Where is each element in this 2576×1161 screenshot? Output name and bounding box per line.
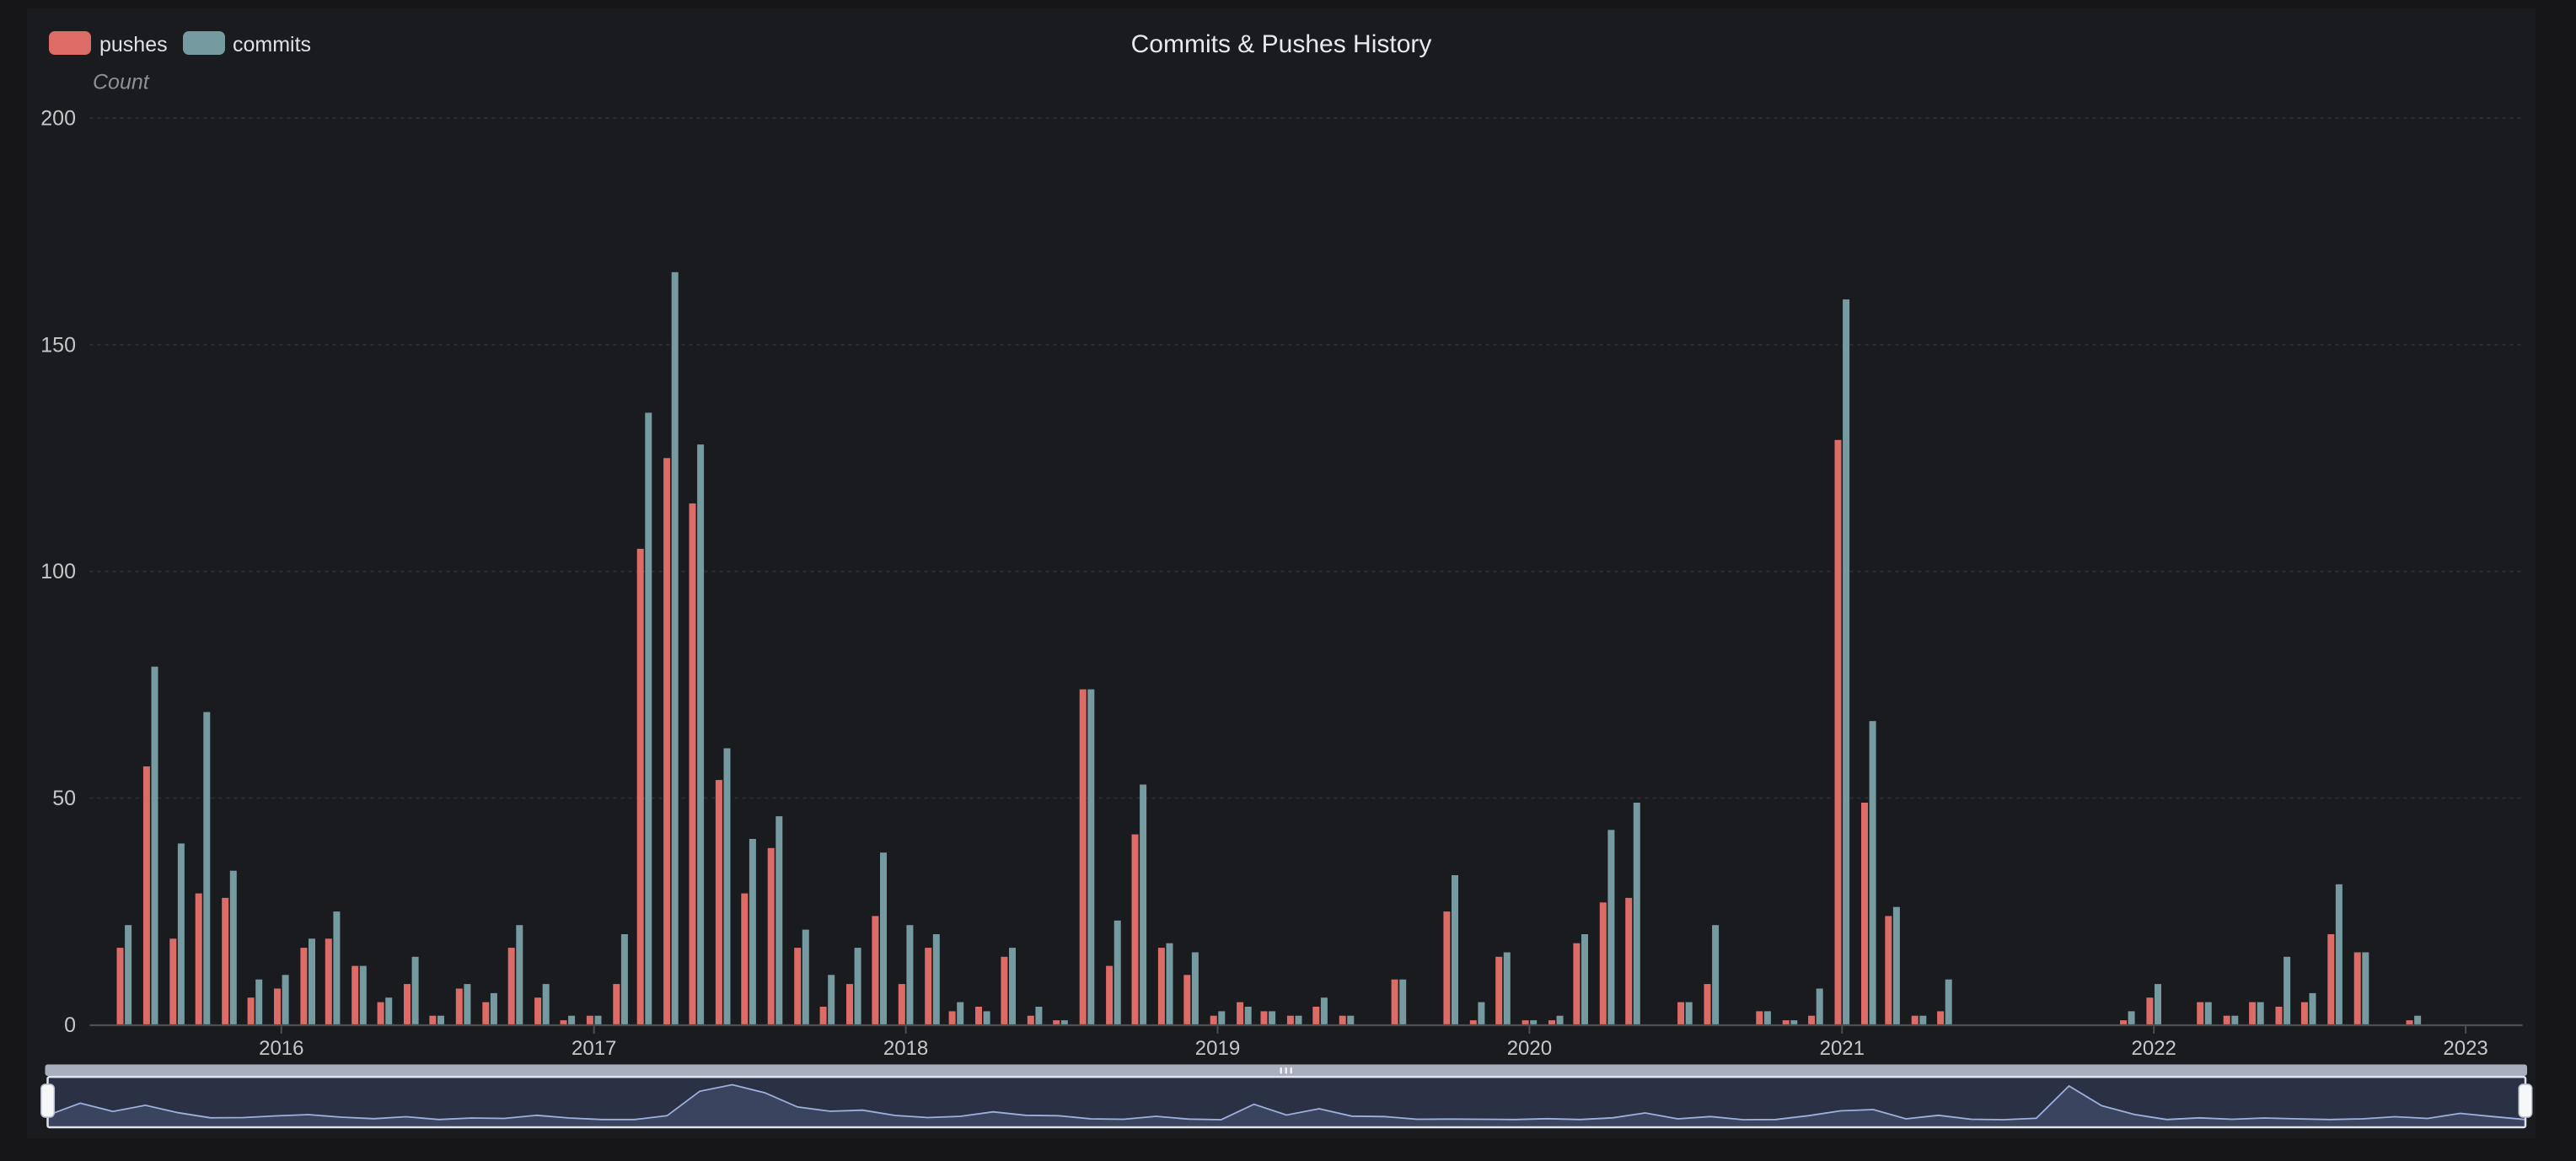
svg-text:0: 0 (64, 1013, 76, 1037)
svg-text:50: 50 (52, 787, 76, 810)
svg-text:2017: 2017 (572, 1037, 616, 1060)
svg-text:pushes: pushes (99, 33, 168, 56)
svg-text:Count: Count (93, 71, 150, 94)
svg-text:2016: 2016 (259, 1037, 303, 1060)
svg-text:150: 150 (40, 333, 76, 357)
svg-text:2023: 2023 (2443, 1037, 2487, 1060)
svg-text:100: 100 (40, 560, 76, 583)
svg-text:2018: 2018 (883, 1037, 928, 1060)
svg-text:Commits & Pushes History: Commits & Pushes History (1131, 30, 1432, 58)
svg-text:2022: 2022 (2132, 1037, 2176, 1060)
svg-text:2020: 2020 (1507, 1037, 1552, 1060)
svg-text:2021: 2021 (1820, 1037, 1865, 1060)
svg-text:commits: commits (233, 33, 311, 56)
svg-text:200: 200 (40, 107, 76, 131)
svg-text:2019: 2019 (1195, 1037, 1240, 1060)
